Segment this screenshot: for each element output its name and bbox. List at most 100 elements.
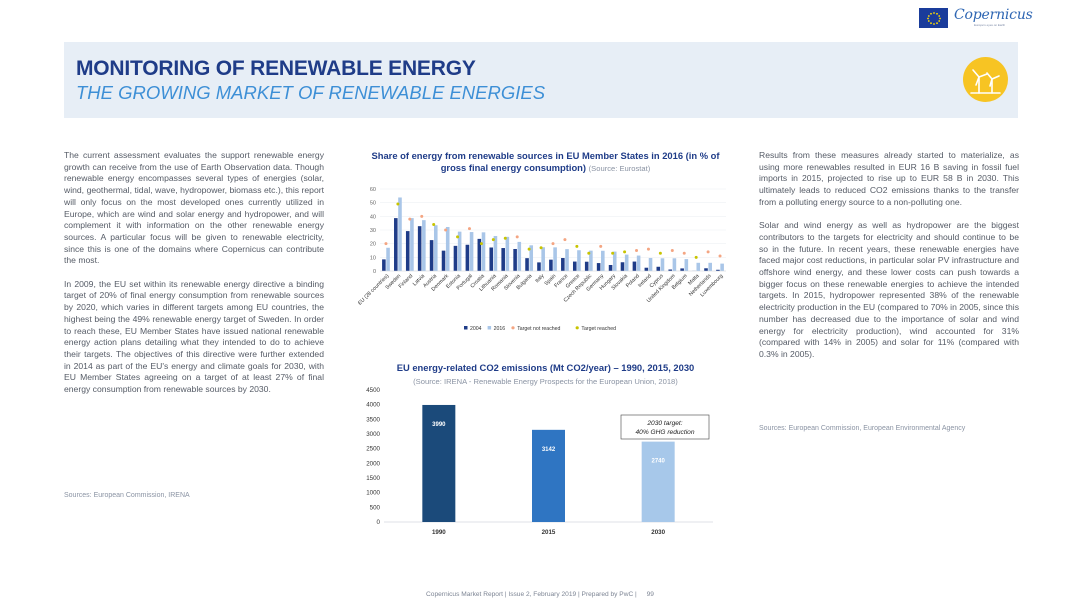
bar-2004 [489, 247, 494, 271]
bar-2016 [612, 251, 617, 271]
target-not-reached-marker [670, 249, 674, 252]
bar-2016 [517, 241, 522, 271]
target-not-reached-marker [467, 227, 471, 231]
y-tick-label: 20 [370, 242, 376, 248]
target-reached-marker [503, 236, 507, 240]
y-tick-label: 3500 [366, 416, 380, 423]
target-not-reached-marker [706, 250, 710, 254]
bar-2004 [501, 248, 505, 271]
target-annotation-line1: 2030 target: [646, 420, 682, 427]
target-reached-marker [539, 246, 543, 250]
copernicus-logo: Copernicus Europe's eyes on Earth [954, 7, 1033, 31]
bar-2016 [457, 231, 462, 271]
target-reached-marker [623, 250, 627, 254]
bar-2016 [505, 236, 510, 271]
x-tick-label: 2015 [542, 529, 556, 536]
legend-swatch [511, 326, 515, 330]
bar-2004 [549, 259, 553, 271]
footer-text: Copernicus Market Report | Issue 2, Febr… [426, 591, 637, 598]
left-paragraph-1: The current assessment evaluates the sup… [64, 150, 324, 266]
bar-2004 [716, 269, 720, 271]
bar-2004 [465, 244, 470, 271]
target-reached-marker [611, 251, 615, 255]
bar-2004 [525, 258, 529, 271]
bar-2004 [644, 267, 649, 271]
bar-value-label: 3990 [432, 422, 446, 428]
bar-value-label: 3142 [542, 447, 556, 453]
bar-2004 [656, 266, 661, 271]
bar-2016 [553, 247, 557, 271]
y-tick-label: 1000 [366, 490, 380, 497]
bar-2004 [620, 262, 625, 271]
y-tick-label: 500 [370, 504, 381, 511]
target-annotation-line2: 40% GHG reduction [635, 429, 694, 436]
target-reached-marker [527, 247, 531, 251]
legend-swatch [464, 326, 468, 330]
target-not-reached-marker [515, 235, 519, 239]
bar-2004 [477, 238, 482, 271]
page-footer: Copernicus Market Report | Issue 2, Febr… [0, 591, 1080, 598]
chart1-title-text: Share of energy from renewable sources i… [371, 150, 720, 173]
chart2-title: EU energy-related CO2 emissions (Mt CO2/… [396, 362, 695, 373]
left-column-text: The current assessment evaluates the sup… [64, 150, 324, 407]
bar-2016 [660, 258, 665, 271]
bar-2004 [680, 268, 684, 271]
y-tick-label: 1500 [366, 475, 380, 482]
x-tick-label: 1990 [432, 529, 446, 536]
legend-swatch [575, 326, 579, 330]
legend-label: Target not reached [517, 326, 560, 332]
bar-2016 [684, 259, 689, 271]
legend-label: 2016 [494, 326, 506, 332]
target-not-reached-marker [551, 242, 555, 246]
y-tick-label: 4000 [366, 402, 380, 409]
target-reached-marker [479, 242, 483, 246]
chart2-source: (Source: IRENA - Renewable Energy Prospe… [413, 377, 678, 386]
y-tick-label: 10 [370, 255, 376, 261]
bar-1990 [422, 404, 456, 522]
bar-2004 [632, 261, 637, 271]
target-reached-marker [587, 251, 591, 255]
y-tick-label: 4500 [366, 387, 380, 394]
legend-label: 2004 [470, 326, 482, 332]
bar-2016 [422, 220, 426, 271]
bar-2016 [696, 262, 701, 271]
bar-2004 [704, 268, 708, 271]
y-tick-label: 3000 [366, 431, 380, 438]
y-tick-label: 40 [370, 214, 376, 220]
target-not-reached-marker [635, 249, 639, 252]
bar-2004 [394, 218, 398, 271]
target-not-reached-marker [718, 254, 722, 258]
bar-2004 [405, 231, 410, 271]
bar-2016 [601, 250, 605, 271]
bar-2030 [641, 441, 675, 522]
page-subtitle: THE GROWING MARKET OF RENEWABLE ENERGIES [76, 82, 546, 103]
bar-2016 [493, 236, 498, 271]
bar-2016 [577, 250, 581, 271]
bar-2016 [398, 197, 402, 271]
bar-2016 [708, 262, 712, 271]
x-tick-label: 2030 [651, 529, 665, 536]
bar-2016 [624, 254, 629, 271]
bar-2004 [513, 248, 517, 271]
target-reached-marker [456, 235, 460, 239]
y-tick-label: 0 [373, 269, 376, 275]
bar-2004 [537, 262, 541, 271]
eu-flag-logo [919, 8, 948, 28]
bar-2004 [572, 261, 577, 271]
target-annotation-box [620, 414, 710, 440]
target-not-reached-marker [682, 251, 686, 255]
y-tick-label: 60 [370, 187, 376, 193]
chart1-title: Share of energy from renewable sources i… [358, 150, 733, 175]
eu-stars-icon [926, 12, 941, 25]
target-reached-marker [432, 223, 436, 227]
y-tick-label: 30 [370, 228, 376, 234]
bar-2004 [608, 264, 613, 271]
bar-2004 [453, 245, 458, 271]
y-tick-label: 0 [377, 519, 381, 526]
target-not-reached-marker [646, 247, 650, 251]
bar-2004 [441, 250, 446, 271]
wind-solar-icon [963, 57, 1008, 102]
target-reached-marker [694, 255, 698, 259]
legend-label: Target reached [581, 326, 616, 332]
